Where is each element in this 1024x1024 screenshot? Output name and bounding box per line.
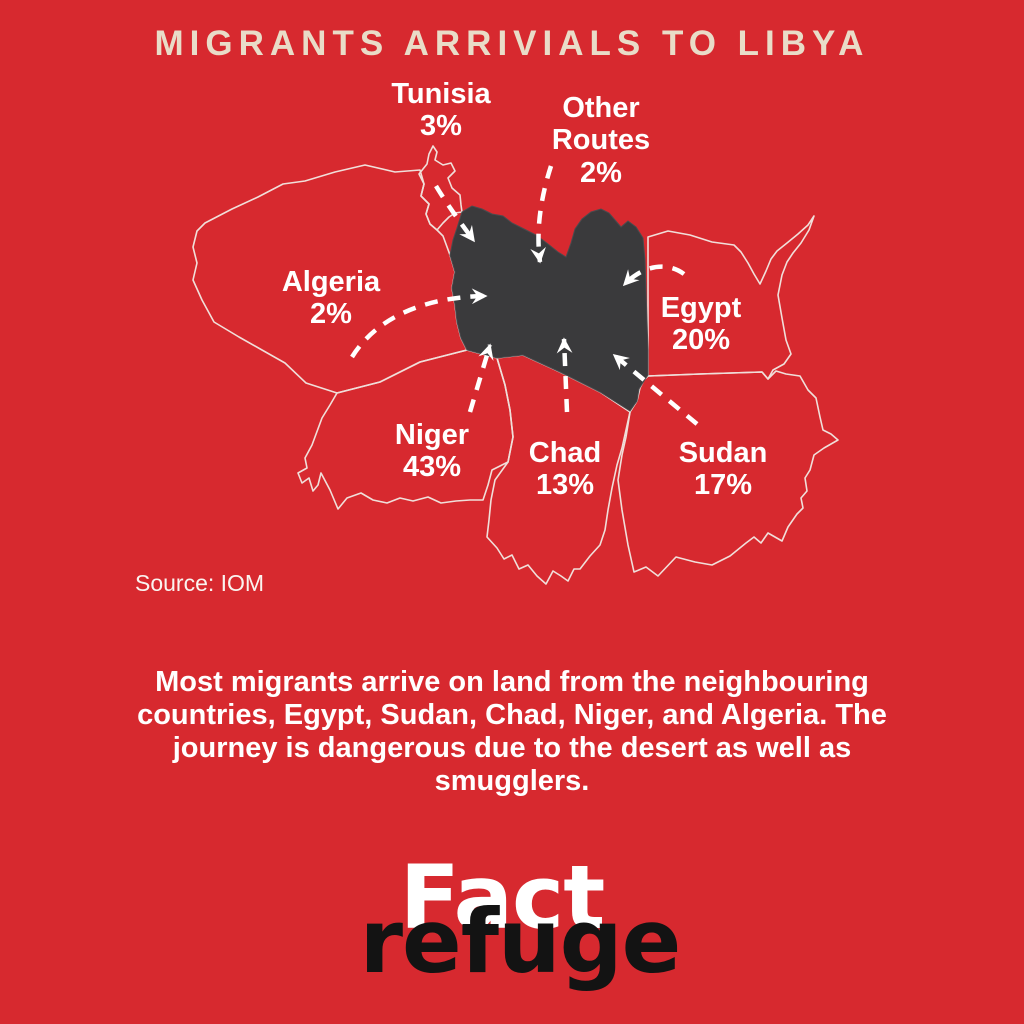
country-name: Egypt	[660, 292, 742, 324]
description-text: Most migrants arrive on land from the ne…	[137, 666, 887, 797]
brand-logo: Fact refuge	[0, 840, 1024, 1000]
country-name: Chad	[528, 437, 602, 469]
country-value: 3%	[420, 110, 462, 143]
arrow-egypt	[622, 264, 686, 287]
country-value: 17%	[693, 469, 753, 502]
arrow-sudan	[612, 353, 699, 426]
page-title: MIGRANTS ARRIVIALS TO LIBYA	[154, 24, 870, 63]
arrow-other-routes	[530, 165, 554, 264]
country-name: Sudan	[678, 437, 768, 469]
country-outline-tunisia	[418, 145, 463, 231]
country-name: Tunisia	[391, 78, 491, 110]
map-label-algeria: Algeria 2%	[282, 266, 380, 331]
country-value: 20%	[671, 324, 731, 357]
arrow-niger	[467, 343, 494, 413]
map-label-other-routes: Other Routes 2%	[531, 92, 671, 189]
arrow-tunisia	[434, 184, 476, 243]
country-name: Niger	[394, 419, 470, 451]
map-label-tunisia: Tunisia 3%	[391, 78, 490, 143]
north-africa-map	[192, 145, 839, 585]
country-name: Algeria	[281, 266, 381, 298]
map-label-sudan: Sudan 17%	[679, 437, 768, 502]
country-value: 43%	[402, 451, 462, 484]
country-outline-chad	[486, 354, 631, 585]
route-value: 2%	[580, 156, 622, 189]
country-value: 13%	[535, 469, 595, 502]
country-value: 2%	[310, 298, 352, 331]
map-label-chad: Chad 13%	[529, 437, 602, 502]
brand-logo-refuge: refuge	[359, 890, 682, 993]
source-note: Source: IOM	[135, 570, 265, 596]
country-outline-egypt	[647, 215, 815, 380]
map-label-egypt: Egypt 20%	[661, 292, 742, 357]
country-outline-algeria	[192, 164, 468, 394]
country-outline-sudan	[617, 370, 839, 577]
arrow-chad	[556, 337, 573, 413]
map-region: Tunisia 3% Other Routes 2% Algeria 2% Eg…	[135, 78, 839, 596]
brand-logo-fact: Fact	[399, 846, 606, 949]
route-name: Other Routes	[551, 92, 651, 157]
country-outline-niger	[297, 349, 514, 510]
map-label-niger: Niger 43%	[395, 419, 469, 484]
